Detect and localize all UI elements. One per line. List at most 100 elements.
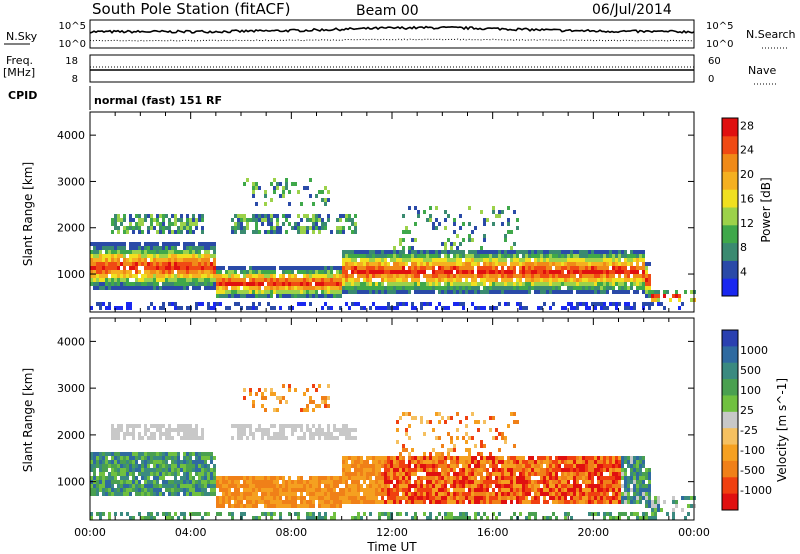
heatmap-cell <box>477 420 480 424</box>
heatmap-cell <box>516 496 519 500</box>
heatmap-cell <box>477 488 480 492</box>
heatmap-cell <box>501 500 504 504</box>
heatmap-cell <box>639 488 642 492</box>
heatmap-cell <box>171 230 174 234</box>
heatmap-cell <box>264 492 267 496</box>
heatmap-cell <box>486 250 489 254</box>
heatmap-cell <box>114 512 117 516</box>
heatmap-cell <box>219 274 222 278</box>
heatmap-cell <box>156 460 159 464</box>
heatmap-cell <box>219 500 222 504</box>
heatmap-cell <box>438 512 441 516</box>
heatmap-cell <box>468 464 471 468</box>
heatmap-cell <box>117 464 120 468</box>
heatmap-cell <box>267 476 270 480</box>
heatmap-cell <box>633 302 636 306</box>
heatmap-cell <box>144 432 147 436</box>
heatmap-cell <box>282 384 285 388</box>
heatmap-cell <box>348 476 351 480</box>
heatmap-cell <box>624 250 627 254</box>
heatmap-cell <box>531 456 534 460</box>
heatmap-cell <box>243 290 246 294</box>
heatmap-cell <box>339 306 342 310</box>
heatmap-cell <box>138 424 141 428</box>
heatmap-cell <box>483 290 486 294</box>
heatmap-cell <box>408 484 411 488</box>
heatmap-cell <box>93 468 96 472</box>
heatmap-cell <box>321 396 324 400</box>
heatmap-cell <box>612 472 615 476</box>
heatmap-cell <box>606 460 609 464</box>
y-tick-label: 4000 <box>57 129 85 142</box>
heatmap-cell <box>510 464 513 468</box>
heatmap-cell <box>183 456 186 460</box>
heatmap-cell <box>261 396 264 400</box>
heatmap-cell <box>237 278 240 282</box>
heatmap-cell <box>177 464 180 468</box>
heatmap-cell <box>618 468 621 472</box>
heatmap-cell <box>450 262 453 266</box>
heatmap-cell <box>555 286 558 290</box>
heatmap-cell <box>624 278 627 282</box>
heatmap-cell <box>429 254 432 258</box>
heatmap-cell <box>363 250 366 254</box>
heatmap-cell <box>435 480 438 484</box>
heatmap-cell <box>447 456 450 460</box>
heatmap-cell <box>438 412 441 416</box>
heatmap-cell <box>645 492 648 496</box>
heatmap-cell <box>249 496 252 500</box>
heatmap-cell <box>456 464 459 468</box>
heatmap-cell <box>159 246 162 250</box>
heatmap-cell <box>132 468 135 472</box>
heatmap-cell <box>429 206 432 210</box>
heatmap-cell <box>168 242 171 246</box>
heatmap-cell <box>168 282 171 286</box>
heatmap-cell <box>99 258 102 262</box>
heatmap-cell <box>636 254 639 258</box>
heatmap-cell <box>456 460 459 464</box>
heatmap-cell <box>507 424 510 428</box>
heatmap-cell <box>249 290 252 294</box>
heatmap-cell <box>126 262 129 266</box>
heatmap-cell <box>588 286 591 290</box>
heatmap-cell <box>474 484 477 488</box>
heatmap-cell <box>153 218 156 222</box>
heatmap-cell <box>285 488 288 492</box>
heatmap-cell <box>441 274 444 278</box>
heatmap-cell <box>195 452 198 456</box>
heatmap-cell <box>459 302 462 306</box>
heatmap-cell <box>540 254 543 258</box>
heatmap-cell <box>447 282 450 286</box>
heatmap-cell <box>111 274 114 278</box>
heatmap-cell <box>99 516 102 520</box>
heatmap-cell <box>246 496 249 500</box>
heatmap-cell <box>594 460 597 464</box>
heatmap-cell <box>402 274 405 278</box>
heatmap-cell <box>126 472 129 476</box>
heatmap-cell <box>303 286 306 290</box>
heatmap-cell <box>393 254 396 258</box>
heatmap-cell <box>636 488 639 492</box>
heatmap-cell <box>267 480 270 484</box>
heatmap-cell <box>219 480 222 484</box>
heatmap-cell <box>111 436 114 440</box>
heatmap-cell <box>111 428 114 432</box>
heatmap-cell <box>144 492 147 496</box>
heatmap-cell <box>255 282 258 286</box>
heatmap-cell <box>549 516 552 520</box>
heatmap-cell <box>207 484 210 488</box>
heatmap-cell <box>663 290 666 294</box>
heatmap-cell <box>480 306 483 310</box>
heatmap-cell <box>450 448 453 452</box>
heatmap-cell <box>282 278 285 282</box>
heatmap-cell <box>570 282 573 286</box>
heatmap-cell <box>453 278 456 282</box>
heatmap-cell <box>162 468 165 472</box>
heatmap-cell <box>171 246 174 250</box>
heatmap-cell <box>480 500 483 504</box>
heatmap-cell <box>558 254 561 258</box>
heatmap-cell <box>165 488 168 492</box>
heatmap-cell <box>339 500 342 504</box>
heatmap-cell <box>138 258 141 262</box>
heatmap-cell <box>267 436 270 440</box>
